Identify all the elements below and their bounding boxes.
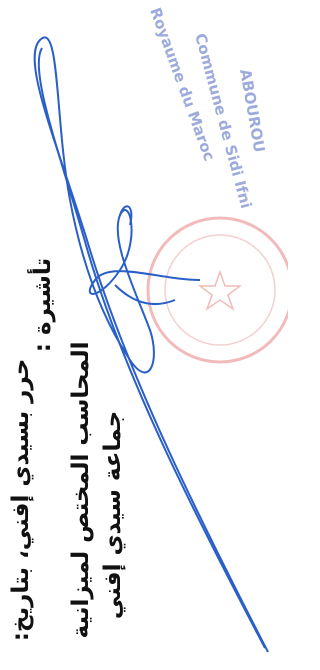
visa-label: تأشيرة : [26, 258, 56, 352]
commune: جماعة سيدي إفني [100, 411, 126, 619]
written-at: حرر بسيدي إفني، بتاريخ: [8, 359, 34, 642]
accountant: المحاسب المختص لميزانية [68, 341, 94, 638]
document: Royaume du Maroc Commune de Sidi Ifni AB… [0, 0, 288, 670]
